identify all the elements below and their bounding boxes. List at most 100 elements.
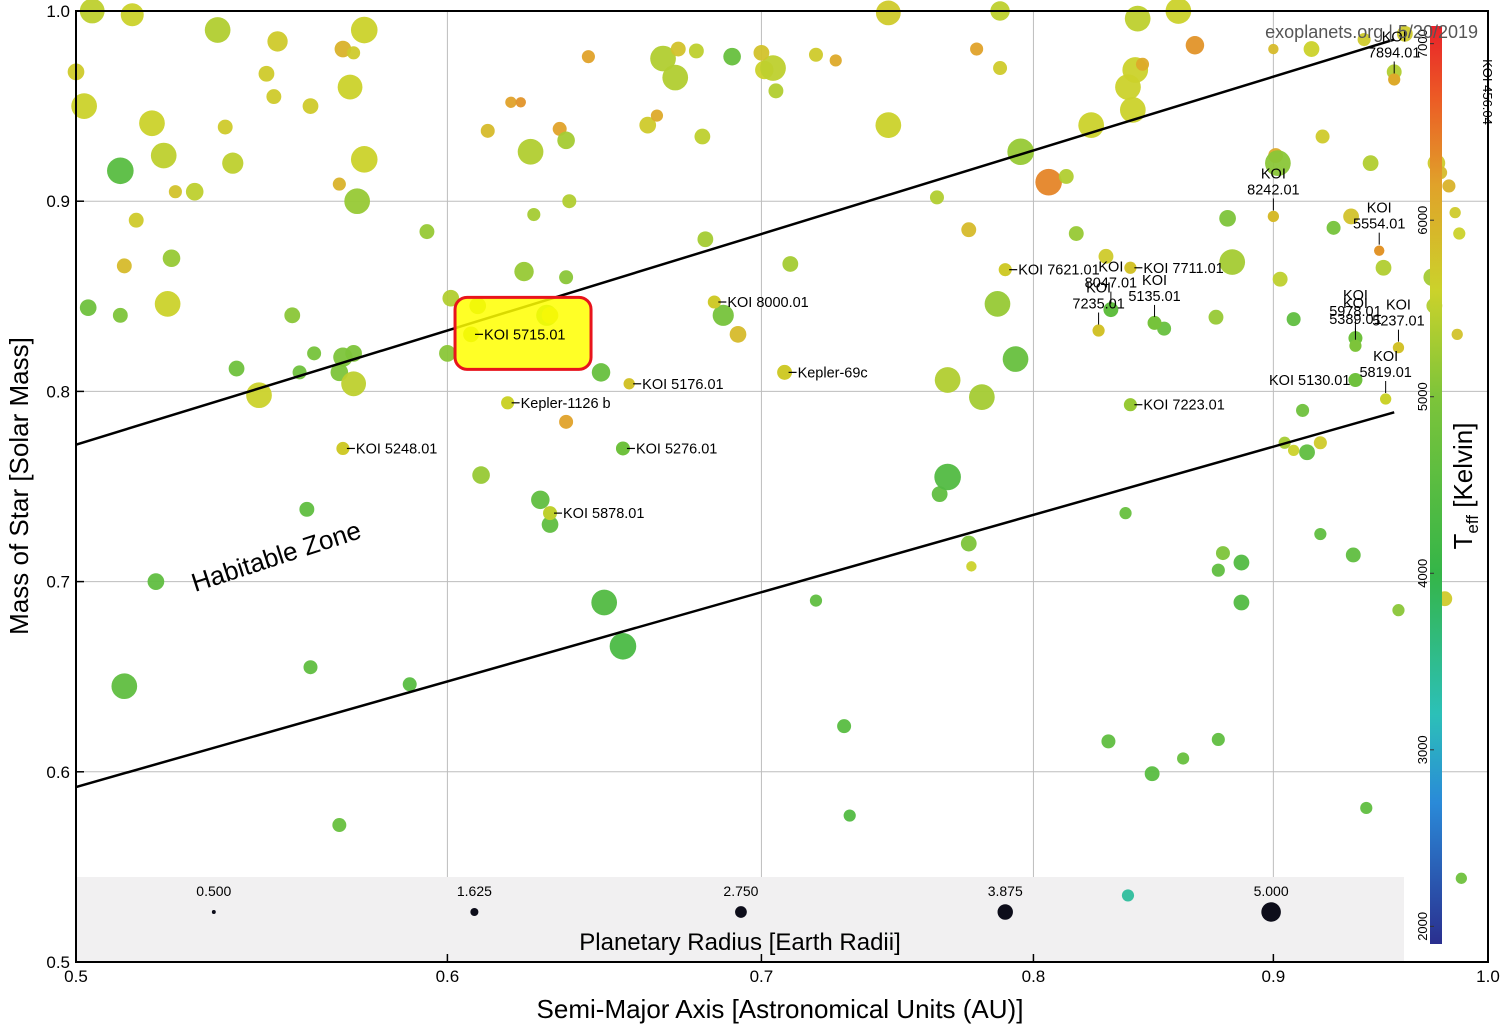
data-point xyxy=(670,41,686,57)
size-legend-value: 2.750 xyxy=(723,883,758,899)
data-point xyxy=(1286,312,1301,327)
data-point xyxy=(809,594,823,607)
data-point xyxy=(185,182,204,201)
data-point xyxy=(591,363,611,382)
data-point xyxy=(557,131,575,150)
axes: 0.5 0.6 0.7 0.8 0.9 1.0 0.5 0.6 0.7 0.8 0.9 1.0 xyxy=(46,2,1499,986)
colorbar-title: Teff [Kelvin] xyxy=(1448,423,1482,550)
point-label: KOI 5878.01 xyxy=(563,506,644,522)
point-label: KOI 5248.01 xyxy=(356,441,437,457)
data-point xyxy=(837,719,852,734)
data-point xyxy=(1343,208,1359,225)
data-point xyxy=(71,93,97,119)
y-tick-label: 0.7 xyxy=(46,573,70,592)
data-point xyxy=(1002,346,1029,372)
colorbar-tick-label: 6000 xyxy=(1415,206,1430,235)
point-label: Kepler-1126 b xyxy=(521,396,611,412)
habitable-zone-boundary-line xyxy=(75,411,1395,789)
data-point xyxy=(162,249,181,268)
data-point xyxy=(204,17,231,43)
watermark: exoplanets.org | 5/20/2019 xyxy=(1265,22,1478,42)
data-point xyxy=(1211,563,1225,577)
size-legend: 0.500 1.625 2.750 3.875 5.000 xyxy=(196,883,1289,922)
data-point xyxy=(1375,259,1392,276)
data-point xyxy=(107,157,134,185)
y-tick-label: 0.8 xyxy=(46,382,70,401)
data-point xyxy=(1392,604,1405,617)
data-point xyxy=(1177,752,1190,765)
data-point xyxy=(531,490,550,510)
data-point xyxy=(480,123,495,138)
data-point xyxy=(961,222,977,238)
data-point xyxy=(217,119,233,135)
point-label: KOI 5819.01 xyxy=(1359,349,1411,381)
colorbar-tick-label: 4000 xyxy=(1415,559,1430,588)
data-point xyxy=(1268,43,1279,55)
data-point xyxy=(753,44,770,61)
colorbar-tick-label: 7000 xyxy=(1415,29,1430,58)
data-point xyxy=(1215,546,1230,561)
size-legend-value: 3.875 xyxy=(988,883,1023,899)
data-point xyxy=(442,289,460,307)
data-point xyxy=(116,258,132,274)
habitable-zone-annotation: Habitable Zone xyxy=(188,515,365,598)
data-point xyxy=(688,43,704,59)
labeled-data-point xyxy=(1092,324,1105,337)
data-point xyxy=(258,65,275,82)
data-point xyxy=(1101,734,1116,749)
data-point xyxy=(1058,169,1074,184)
data-point xyxy=(1345,547,1361,563)
point-label: KOI 5978.01 xyxy=(1329,288,1381,320)
x-tick-label: 0.9 xyxy=(1262,967,1286,986)
data-point xyxy=(984,291,1011,317)
data-point xyxy=(505,96,517,108)
data-point xyxy=(541,516,559,533)
labeled-data-point xyxy=(1147,315,1162,330)
data-point xyxy=(581,50,595,64)
colorbar-title-unit: [Kelvin] xyxy=(1448,423,1478,516)
data-point xyxy=(517,138,544,165)
data-point xyxy=(1124,5,1151,32)
labeled-data-point xyxy=(1103,302,1119,318)
x-tick-label: 0.7 xyxy=(750,967,774,986)
labeled-data-point xyxy=(1123,398,1137,412)
data-point xyxy=(1121,889,1135,902)
data-point xyxy=(307,346,322,361)
data-point xyxy=(402,677,417,692)
data-point xyxy=(267,31,288,52)
data-point xyxy=(1119,507,1132,520)
x-tick-label: 0.6 xyxy=(436,967,460,986)
size-legend-marker xyxy=(735,906,747,918)
point-label: KOI 7621.01 xyxy=(1018,263,1099,279)
colorbar-tick-label: 5000 xyxy=(1415,382,1430,411)
plot-frame xyxy=(75,10,1489,963)
labeled-data-point xyxy=(1380,393,1392,405)
data-point xyxy=(969,384,995,410)
labeled-data-point xyxy=(998,263,1012,277)
data-point xyxy=(843,809,856,822)
labeled-data-point xyxy=(1392,342,1405,354)
data-point xyxy=(1219,209,1236,227)
point-label: KOI 5389.01 xyxy=(1329,296,1381,328)
size-legend-marker xyxy=(997,904,1013,920)
point-label: KOI 7235.01 xyxy=(1072,281,1124,313)
data-point xyxy=(228,360,245,377)
labeled-data-point xyxy=(1388,73,1401,86)
point-label: KOI 5554.01 xyxy=(1353,201,1405,233)
size-legend-value: 0.500 xyxy=(196,883,231,899)
point-label: KOI 7894.01 xyxy=(1368,29,1420,61)
labeled-data-point xyxy=(1374,245,1385,256)
habitable-zone-boundary-line xyxy=(75,38,1395,446)
data-point xyxy=(1296,403,1310,417)
data-point xyxy=(934,367,961,393)
labeled-data-point xyxy=(1124,261,1137,274)
data-point xyxy=(712,304,734,326)
labeled-data-point xyxy=(707,295,721,309)
labeled-data-point xyxy=(336,441,350,456)
data-point xyxy=(419,224,435,240)
data-point xyxy=(1233,554,1250,571)
highlight-box xyxy=(453,295,593,371)
data-point xyxy=(337,74,363,100)
